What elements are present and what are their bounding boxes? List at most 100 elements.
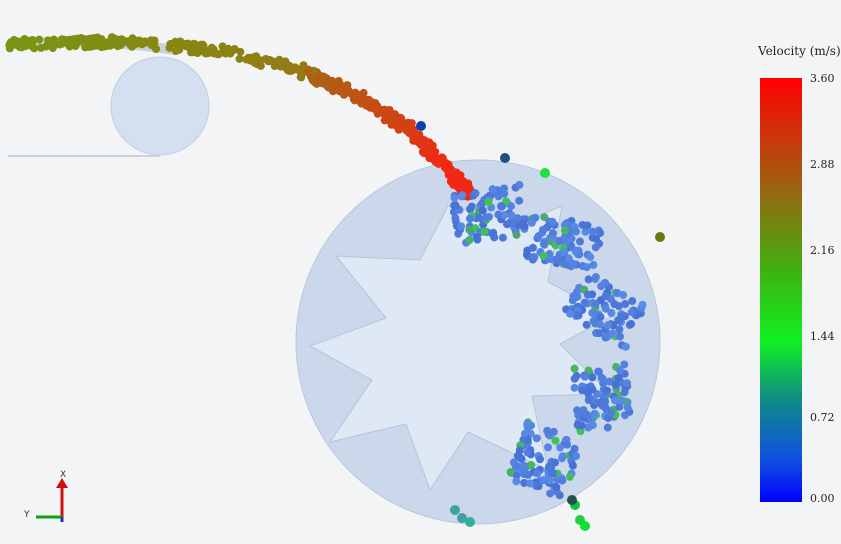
particle: [583, 290, 592, 299]
particle: [242, 55, 251, 64]
particle: [573, 406, 582, 415]
particle: [195, 43, 204, 52]
particle: [590, 409, 599, 418]
particle: [152, 45, 161, 53]
particle: [308, 75, 317, 84]
particle: [591, 243, 600, 252]
particle: [528, 243, 537, 252]
particle: [615, 325, 624, 334]
particle: [519, 219, 528, 228]
particle: [550, 458, 559, 467]
bucket-cluster: [562, 273, 647, 351]
particle-stream: [5, 33, 477, 201]
particle: [583, 221, 592, 230]
particle: [410, 127, 419, 136]
particle: [512, 477, 521, 486]
particle: [44, 36, 52, 45]
particle: [586, 252, 595, 261]
particle: [567, 234, 576, 243]
bucket-cluster: [570, 360, 634, 436]
particle: [561, 226, 570, 235]
particle: [465, 517, 475, 527]
particle: [131, 36, 140, 45]
particle: [275, 55, 284, 64]
particle: [250, 58, 259, 67]
particle: [171, 39, 180, 48]
particle: [497, 202, 506, 211]
particle: [582, 263, 591, 272]
particle: [171, 47, 180, 55]
particle: [539, 252, 548, 261]
particle: [623, 379, 632, 388]
particle: [585, 394, 594, 403]
particle: [520, 478, 529, 487]
particle: [607, 408, 616, 417]
legend-tick: 3.60: [810, 72, 835, 85]
particle: [531, 213, 540, 222]
particle: [578, 386, 587, 395]
particle: [390, 117, 399, 126]
particle: [571, 247, 580, 256]
particle: [618, 396, 627, 405]
particle: [619, 290, 628, 299]
particle: [600, 279, 609, 288]
particle: [575, 237, 584, 246]
particle: [7, 38, 15, 47]
axis-y-label: Y: [24, 510, 30, 520]
particle: [591, 273, 600, 282]
particle: [506, 468, 515, 477]
particle: [546, 489, 555, 498]
legend-tick: 0.72: [810, 411, 835, 424]
particle: [564, 254, 573, 263]
particle: [539, 240, 548, 249]
conveyor-pulley: [110, 56, 210, 156]
particle: [500, 211, 509, 220]
particle: [565, 472, 574, 481]
particle: [507, 211, 516, 220]
particle: [601, 397, 610, 406]
particle: [563, 440, 572, 449]
particle: [471, 189, 480, 198]
particle: [570, 374, 579, 383]
particle: [572, 452, 581, 461]
particle: [567, 495, 577, 505]
particle-stray: [540, 168, 550, 178]
particle: [150, 36, 159, 45]
particle: [520, 429, 529, 438]
particle: [604, 320, 613, 329]
particle: [555, 491, 564, 500]
particle: [568, 461, 577, 470]
bucket-cluster: [522, 213, 605, 272]
particle: [627, 308, 636, 317]
particle: [548, 228, 557, 237]
particle: [304, 66, 312, 75]
particle: [478, 206, 487, 215]
particle: [601, 304, 610, 313]
particle: [584, 423, 593, 432]
particle: [580, 298, 589, 307]
bucket-cluster: [506, 418, 581, 500]
particle: [457, 222, 466, 231]
particle: [596, 312, 605, 321]
particle: [545, 476, 554, 485]
conveyor: [7, 37, 210, 157]
particle: [407, 119, 416, 128]
particle: [71, 42, 80, 51]
particle: [539, 225, 548, 234]
particle: [545, 255, 554, 264]
particle: [581, 227, 590, 236]
particle: [465, 236, 474, 245]
particle: [638, 300, 647, 309]
particle: [465, 214, 474, 223]
particle: [552, 483, 561, 492]
particle: [454, 179, 463, 187]
particle: [568, 296, 577, 305]
particle: [617, 313, 626, 322]
particle: [401, 123, 410, 132]
particle: [527, 460, 536, 469]
particle: [35, 35, 44, 44]
drum-inner-star: [308, 205, 614, 492]
particle: [488, 185, 497, 194]
axis-x-label: X: [60, 470, 67, 480]
